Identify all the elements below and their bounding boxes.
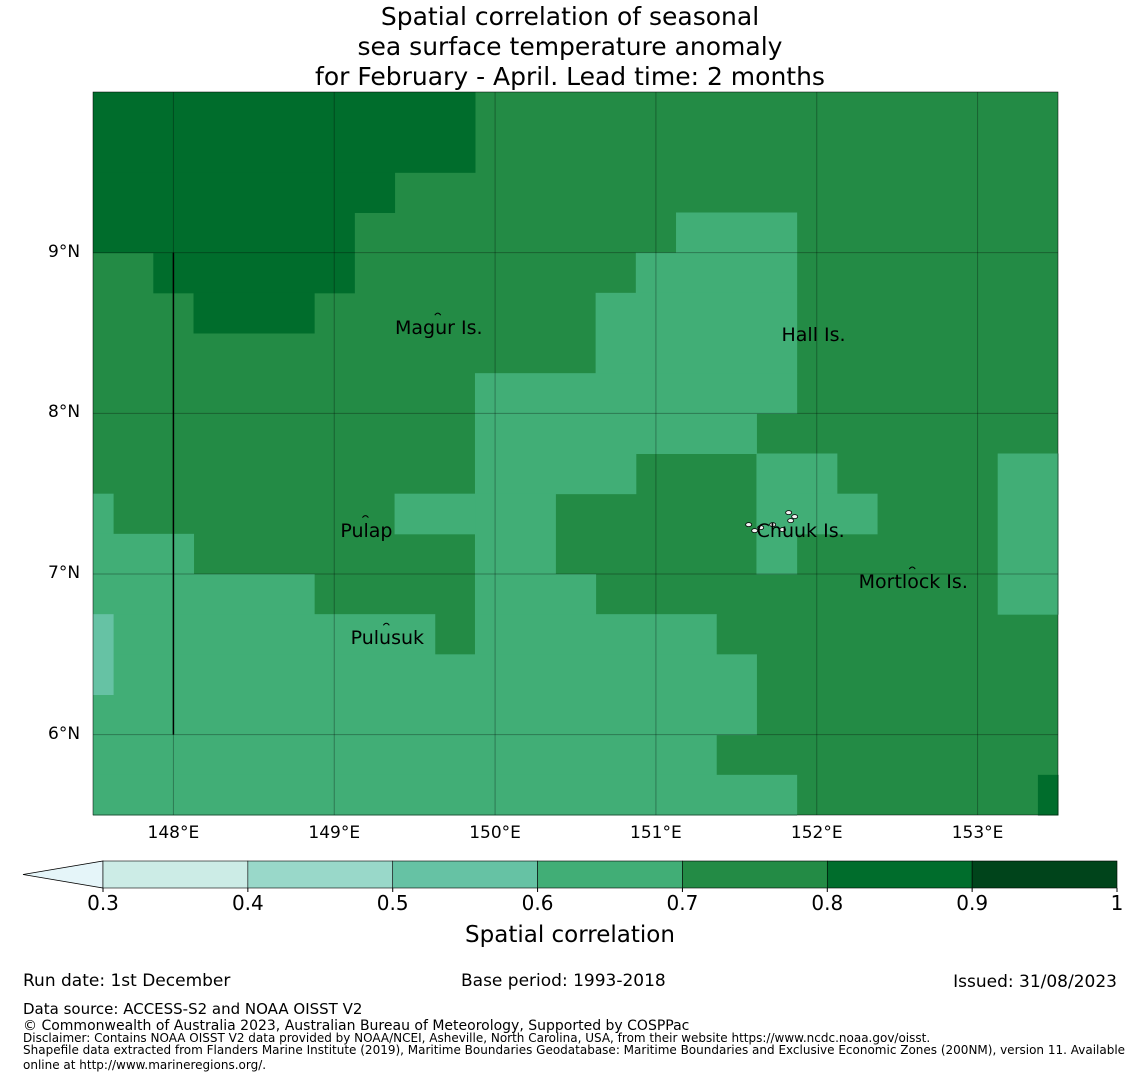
- run-date: Run date: 1st December: [23, 971, 231, 991]
- shapefile-credit: Shapefile data extracted from Flanders M…: [23, 1043, 1126, 1072]
- island-outline: [745, 522, 753, 528]
- place-label: Pulusuk: [350, 627, 425, 650]
- cell-region: [796, 493, 878, 535]
- title-line-2: sea surface temperature anomaly: [357, 32, 783, 61]
- island-outline: [769, 522, 777, 528]
- title-line-3: for February - April. Lead time: 2 month…: [315, 62, 825, 91]
- map-frame: [92, 91, 1059, 816]
- cell-region: [93, 574, 315, 615]
- colorbar-bin: [102, 860, 249, 889]
- colorbar-tick-label: 0.6: [521, 891, 554, 915]
- cell-region: [595, 292, 798, 374]
- colorbar-tick-label: 0.9: [956, 891, 989, 915]
- cell-region: [93, 92, 476, 173]
- colorbar-bin: [826, 860, 973, 889]
- island-outline: [787, 518, 795, 524]
- cell-region: [474, 574, 597, 615]
- base-period: Base period: 1993-2018: [461, 971, 666, 991]
- island-outline: [779, 527, 787, 533]
- issued-date: Issued: 31/08/2023: [953, 972, 1117, 992]
- cell-region: [394, 493, 476, 535]
- cell-region: [93, 614, 114, 695]
- island-outline: [908, 566, 916, 570]
- data-source: Data source: ACCESS-S2 and NOAA OISST V2: [23, 1000, 363, 1018]
- y-tick-label: 6°N: [48, 723, 81, 744]
- island-outline: [751, 528, 759, 534]
- colorbar-bin: [971, 860, 1118, 889]
- cell-region: [153, 252, 355, 294]
- copyright: © Commonwealth of Australia 2023, Austra…: [23, 1018, 690, 1034]
- cell-region: [1037, 774, 1059, 816]
- cell-region: [997, 453, 1059, 615]
- y-tick-label: 8°N: [48, 402, 81, 423]
- x-tick-label: 153°E: [951, 823, 1004, 843]
- colorbar-tick-label: 0.5: [376, 891, 409, 915]
- x-tick-label: 148°E: [147, 823, 200, 843]
- y-tick-label: 7°N: [48, 563, 81, 583]
- island-outline: [791, 514, 799, 520]
- cell-region: [93, 212, 355, 254]
- island-markers: [362, 312, 916, 626]
- colorbar-tick-label: 0.4: [231, 891, 264, 915]
- island-outline: [362, 515, 369, 518]
- colorbar-tick-label: 0.3: [87, 891, 119, 915]
- cell-region: [474, 493, 556, 575]
- cell-region: [93, 172, 396, 213]
- cell-region: [93, 493, 114, 535]
- y-tick-label: 9°N: [48, 241, 81, 262]
- colorbar-bin: [247, 860, 394, 889]
- colorbar-tick-label: 0.7: [666, 891, 699, 915]
- place-label: Chuuk Is.: [756, 519, 845, 542]
- title-line-1: Spatial correlation of seasonal: [380, 2, 760, 31]
- x-tick-label: 152°E: [790, 823, 843, 843]
- colorbar-extend-arrow: [22, 860, 104, 889]
- place-label: Magur Is.: [395, 317, 483, 340]
- place-label: Mortlock Is.: [858, 571, 968, 594]
- disclaimer: Disclaimer: Contains NOAA OISST V2 data …: [23, 1031, 931, 1045]
- colorbar-label: Spatial correlation: [465, 922, 675, 948]
- chart-title: Spatial correlation of seasonal sea surf…: [0, 2, 1140, 92]
- cell-region: [193, 292, 315, 334]
- colorbar-bin: [392, 860, 538, 889]
- cell-region: [474, 614, 717, 655]
- cell-region: [474, 413, 757, 454]
- colorbar-bin: [537, 860, 683, 889]
- place-label: Pulap: [340, 519, 393, 542]
- place-label: Hall Is.: [781, 323, 846, 346]
- cell-region: [93, 774, 798, 816]
- cell-region: [635, 252, 798, 294]
- cell-region: [474, 453, 637, 495]
- cell-region: [93, 654, 757, 736]
- x-tick-label: 151°E: [630, 823, 682, 843]
- correlation-cells: [93, 92, 1059, 816]
- cell-region: [676, 212, 798, 254]
- x-tick-label: 150°E: [469, 823, 521, 843]
- colorbar: [22, 860, 1118, 892]
- island-outline: [434, 312, 442, 316]
- colorbar-bin: [682, 860, 828, 889]
- colorbar-tick-label: 1: [1110, 891, 1124, 915]
- x-tick-label: 149°E: [308, 823, 361, 843]
- cell-region: [93, 734, 717, 776]
- island-outline: [382, 622, 390, 626]
- island-outline: [785, 510, 793, 516]
- cell-region: [796, 453, 838, 495]
- cell-region: [93, 614, 436, 655]
- colorbar-tick-label: 0.8: [811, 891, 844, 915]
- cell-region: [474, 373, 798, 414]
- cell-region: [93, 533, 195, 575]
- island-outline: [757, 525, 765, 531]
